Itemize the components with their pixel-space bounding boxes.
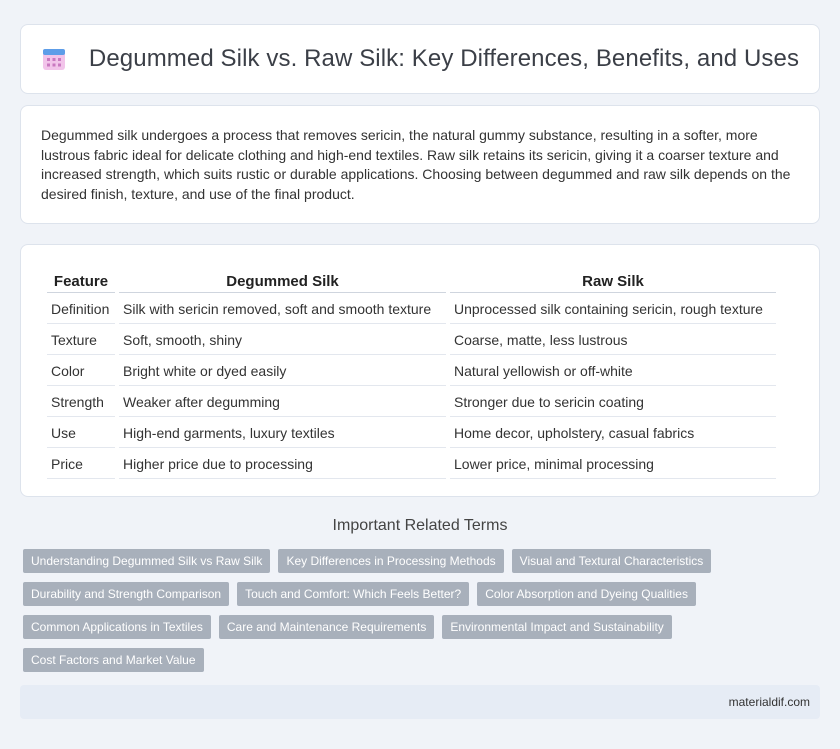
table-cell: Stronger due to sericin coating bbox=[450, 388, 776, 417]
column-header-raw: Raw Silk bbox=[450, 267, 776, 293]
table-cell: Color bbox=[47, 357, 115, 386]
related-term-tag[interactable]: Care and Maintenance Requirements bbox=[218, 615, 435, 639]
related-terms-title: Important Related Terms bbox=[332, 517, 508, 534]
table-cell: Price bbox=[47, 450, 115, 479]
comparison-table: Feature Degummed Silk Raw Silk Definitio… bbox=[43, 265, 780, 481]
related-term-tag[interactable]: Touch and Comfort: Which Feels Better? bbox=[237, 582, 470, 606]
table-row: Use High-end garments, luxury textiles H… bbox=[47, 419, 776, 448]
column-header-degummed: Degummed Silk bbox=[119, 267, 446, 293]
table-cell: Use bbox=[47, 419, 115, 448]
footer-bar: materialdif.com bbox=[20, 685, 820, 719]
table-cell: Coarse, matte, less lustrous bbox=[450, 326, 776, 355]
related-term-tag[interactable]: Common Applications in Textiles bbox=[23, 615, 211, 639]
table-cell: High-end garments, luxury textiles bbox=[119, 419, 446, 448]
footer-site-link[interactable]: materialdif.com bbox=[728, 695, 810, 709]
related-terms-section: Important Related Terms Understanding De… bbox=[20, 517, 820, 672]
table-cell: Unprocessed silk containing sericin, rou… bbox=[450, 295, 776, 324]
table-cell: Home decor, upholstery, casual fabrics bbox=[450, 419, 776, 448]
column-header-feature: Feature bbox=[47, 267, 115, 293]
table-row: Price Higher price due to processing Low… bbox=[47, 450, 776, 479]
intro-card: Degummed silk undergoes a process that r… bbox=[20, 105, 820, 224]
related-term-tag[interactable]: Durability and Strength Comparison bbox=[23, 582, 230, 606]
related-term-tag[interactable]: Key Differences in Processing Methods bbox=[278, 549, 504, 573]
related-term-tag[interactable]: Color Absorption and Dyeing Qualities bbox=[477, 582, 696, 606]
comparison-table-card: Feature Degummed Silk Raw Silk Definitio… bbox=[20, 244, 820, 497]
table-cell: Lower price, minimal processing bbox=[450, 450, 776, 479]
table-cell: Strength bbox=[47, 388, 115, 417]
table-cell: Soft, smooth, shiny bbox=[119, 326, 446, 355]
table-cell: Texture bbox=[47, 326, 115, 355]
table-row: Definition Silk with sericin removed, so… bbox=[47, 295, 776, 324]
table-row: Strength Weaker after degumming Stronger… bbox=[47, 388, 776, 417]
related-term-tag[interactable]: Understanding Degummed Silk vs Raw Silk bbox=[23, 549, 271, 573]
table-cell: Bright white or dyed easily bbox=[119, 357, 446, 386]
table-cell: Definition bbox=[47, 295, 115, 324]
table-row: Color Bright white or dyed easily Natura… bbox=[47, 357, 776, 386]
table-cell: Silk with sericin removed, soft and smoo… bbox=[119, 295, 446, 324]
table-header-row: Feature Degummed Silk Raw Silk bbox=[47, 267, 776, 293]
related-term-tag[interactable]: Cost Factors and Market Value bbox=[23, 648, 204, 672]
related-terms-tags: Understanding Degummed Silk vs Raw Silk … bbox=[20, 549, 820, 672]
calendar-icon bbox=[41, 46, 67, 72]
table-cell: Higher price due to processing bbox=[119, 450, 446, 479]
page-title: Degummed Silk vs. Raw Silk: Key Differen… bbox=[88, 45, 800, 72]
header-card: Degummed Silk vs. Raw Silk: Key Differen… bbox=[20, 24, 820, 94]
table-row: Texture Soft, smooth, shiny Coarse, matt… bbox=[47, 326, 776, 355]
table-cell: Natural yellowish or off-white bbox=[450, 357, 776, 386]
table-cell: Weaker after degumming bbox=[119, 388, 446, 417]
related-term-tag[interactable]: Environmental Impact and Sustainability bbox=[442, 615, 672, 639]
intro-paragraph: Degummed silk undergoes a process that r… bbox=[41, 127, 791, 202]
related-term-tag[interactable]: Visual and Textural Characteristics bbox=[511, 549, 712, 573]
